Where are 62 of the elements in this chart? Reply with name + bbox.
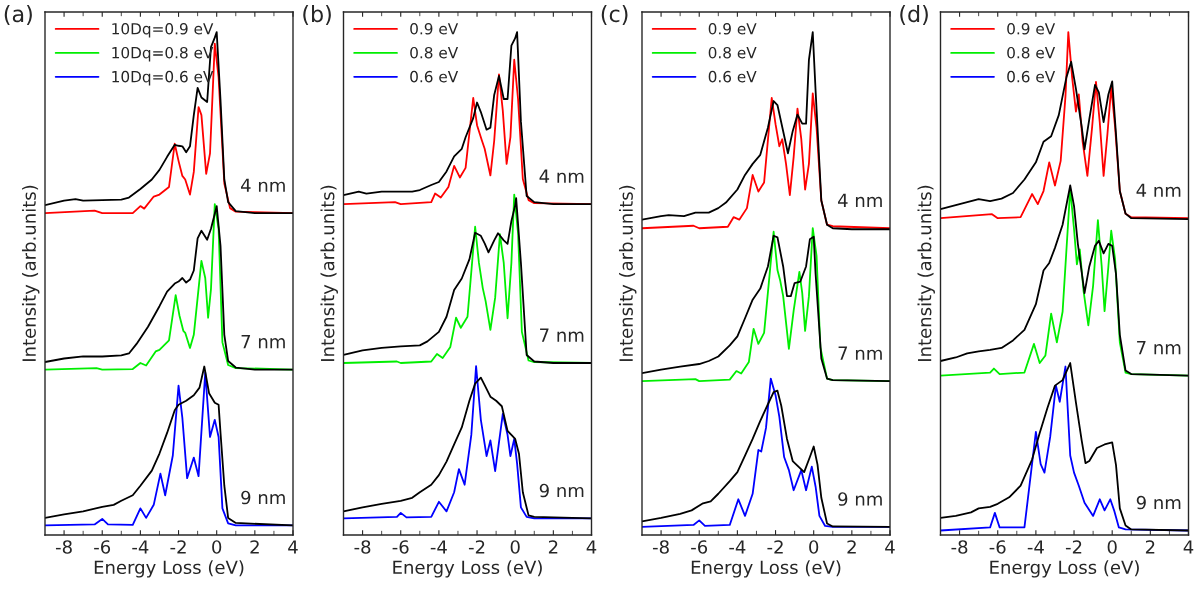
legend-label: 0.9 eV — [410, 22, 459, 35]
x-tick-label: -6 — [94, 540, 111, 554]
y-axis-title: Intensity (arb.units) — [618, 185, 637, 361]
x-axis-title: Energy Loss (eV) — [691, 560, 841, 578]
legend-label: 0.9 eV — [1007, 22, 1056, 35]
annotation: 4 nm — [838, 193, 882, 207]
annotation: 7 nm — [241, 335, 285, 349]
x-tick-label: -6 — [989, 540, 1006, 554]
annotation: 9 nm — [838, 492, 882, 506]
x-tick-label: -2 — [468, 540, 485, 554]
legend-label: 0.9 eV — [708, 22, 757, 35]
legend-label: 0.6 eV — [410, 70, 459, 83]
x-tick-label: 0 — [212, 540, 222, 554]
x-tick-label: -4 — [1027, 540, 1044, 554]
annotation: 4 nm — [539, 169, 584, 183]
x-tick-label: 4 — [288, 540, 298, 554]
x-tick-label: -2 — [170, 540, 186, 554]
annotation: 7 nm — [1137, 341, 1181, 355]
x-tick-label: 2 — [1145, 540, 1155, 554]
y-axis-title: Intensity (arb.units) — [21, 185, 40, 361]
x-tick-label: -8 — [652, 540, 669, 554]
legend-label: 0.8 eV — [410, 46, 459, 59]
legend-label: 0.6 eV — [1007, 70, 1056, 83]
legend-label: 0.8 eV — [1007, 46, 1056, 59]
x-tick-label: -8 — [951, 540, 968, 554]
x-tick-label: 0 — [809, 540, 819, 554]
annotation: 9 nm — [539, 483, 584, 498]
x-tick-label: -8 — [55, 540, 72, 554]
x-tick-label: 0 — [510, 540, 520, 554]
x-tick-label: -2 — [767, 540, 783, 554]
x-tick-label: -2 — [1065, 540, 1082, 554]
x-tick-label: -4 — [729, 540, 746, 554]
chart-title: (a) — [4, 5, 32, 25]
x-tick-label: 2 — [847, 540, 856, 554]
annotation: 7 nm — [838, 346, 882, 360]
legend-label: 10Dq=0.9 eV — [112, 22, 214, 38]
annotation: 9 nm — [241, 490, 285, 505]
x-tick-label: -6 — [392, 540, 409, 554]
x-tick-label: 2 — [250, 540, 259, 554]
chart-title: (c) — [601, 5, 628, 25]
x-tick-label: 2 — [548, 540, 558, 554]
legend-label: 0.6 eV — [708, 70, 757, 83]
x-axis-title: Energy Loss (eV) — [94, 560, 244, 578]
x-tick-label: -6 — [691, 540, 708, 554]
chart-title: (b) — [303, 5, 331, 25]
x-tick-label: -4 — [132, 540, 149, 554]
x-tick-label: 4 — [586, 540, 597, 554]
annotation: 4 nm — [241, 178, 285, 192]
x-tick-label: -8 — [354, 540, 371, 554]
y-axis-title: Intensity (arb.units) — [917, 185, 935, 361]
annotation: 7 nm — [540, 328, 584, 342]
x-tick-label: 4 — [885, 540, 895, 554]
x-tick-label: 0 — [1107, 540, 1117, 554]
chart-title: (d) — [900, 5, 928, 25]
annotation: 4 nm — [1136, 183, 1181, 197]
x-axis-title: Energy Loss (eV) — [393, 560, 542, 578]
x-tick-label: -4 — [430, 540, 447, 554]
x-axis-title: Energy Loss (eV) — [990, 560, 1139, 578]
x-tick-label: 4 — [1183, 540, 1194, 554]
legend-label: 0.8 eV — [708, 46, 757, 59]
y-axis-title: Intensity (arb.units) — [320, 185, 338, 361]
annotation: 9 nm — [1136, 495, 1181, 510]
